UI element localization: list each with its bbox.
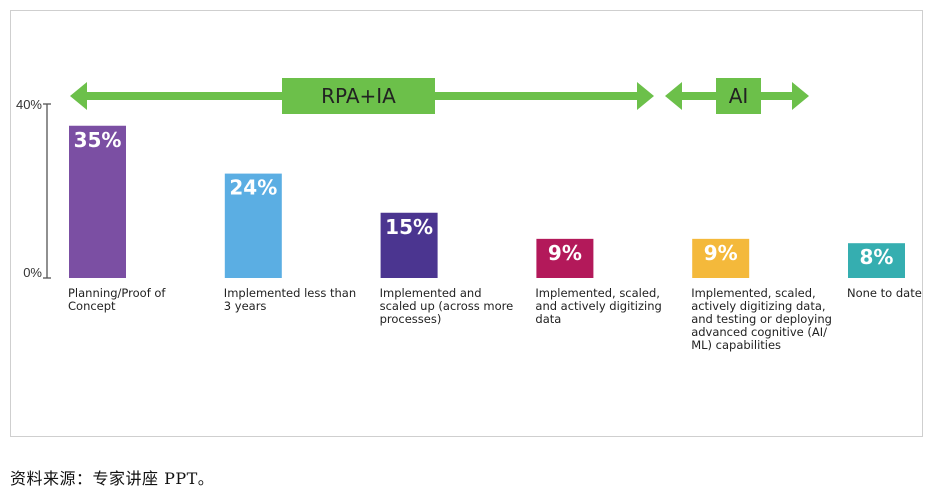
bar-value-label: 8%	[860, 245, 894, 269]
bar	[848, 243, 905, 278]
y-tick-label: 0%	[23, 265, 42, 280]
category-label: Planning/Proof of Concept	[68, 287, 165, 313]
bar-value-label: 9%	[548, 241, 582, 265]
bar	[224, 173, 282, 278]
bar-value-label: 24%	[229, 176, 277, 200]
chart-frame	[10, 10, 923, 437]
category-label-line: and testing or deploying	[691, 312, 832, 326]
category-label-line: Implemented less than	[223, 286, 357, 300]
y-tick-label: 40%	[16, 97, 42, 112]
bar	[380, 212, 438, 278]
category-label-line: Planning/Proof of	[68, 286, 166, 300]
bar-value-label: 35%	[74, 128, 122, 152]
group-label: AI	[729, 84, 749, 108]
category-label-line: None to date	[847, 286, 922, 300]
category-label-line: and actively digitizing	[535, 299, 662, 313]
y-axis: 40% 0%	[16, 97, 51, 280]
group-arrows: RPA+IA AI	[70, 78, 809, 114]
category-label-line: Implemented, scaled,	[691, 286, 816, 300]
category-label: Implemented, scaled, and actively digitiz…	[535, 287, 661, 326]
category-label-line: processes)	[379, 312, 442, 326]
category-label-line: 3 years	[223, 299, 267, 313]
group-label-box	[716, 78, 761, 114]
bar	[69, 125, 126, 278]
bar	[536, 238, 594, 278]
bar-value-label: 15%	[385, 215, 433, 239]
category-label-line: Concept	[68, 299, 116, 313]
category-label-line: Implemented, scaled,	[535, 286, 660, 300]
category-label-line: advanced cognitive (AI/	[691, 325, 828, 339]
category-label: Implemented, scaled, actively digitizing …	[691, 287, 832, 352]
category-label: Implemented less than 3 years	[224, 287, 356, 313]
group-label: RPA+IA	[321, 84, 396, 108]
category-label: Implemented and scaled up (across more pro…	[380, 287, 514, 326]
category-label-line: data	[535, 312, 562, 326]
category-label-line: ML) capabilities	[691, 338, 782, 352]
category-label-line: Implemented and	[379, 286, 482, 300]
bar	[692, 238, 750, 278]
group-label-box	[282, 78, 435, 114]
category-label-line: actively digitizing data,	[691, 299, 826, 313]
source-note: 资料来源：专家讲座 PPT。	[10, 469, 215, 488]
bars: 35% 24% 15% 9% 9% 8%	[69, 125, 905, 278]
bar-value-label: 9%	[704, 241, 738, 265]
category-label-line: scaled up (across more	[379, 299, 514, 313]
category-label: None to date	[847, 287, 922, 300]
